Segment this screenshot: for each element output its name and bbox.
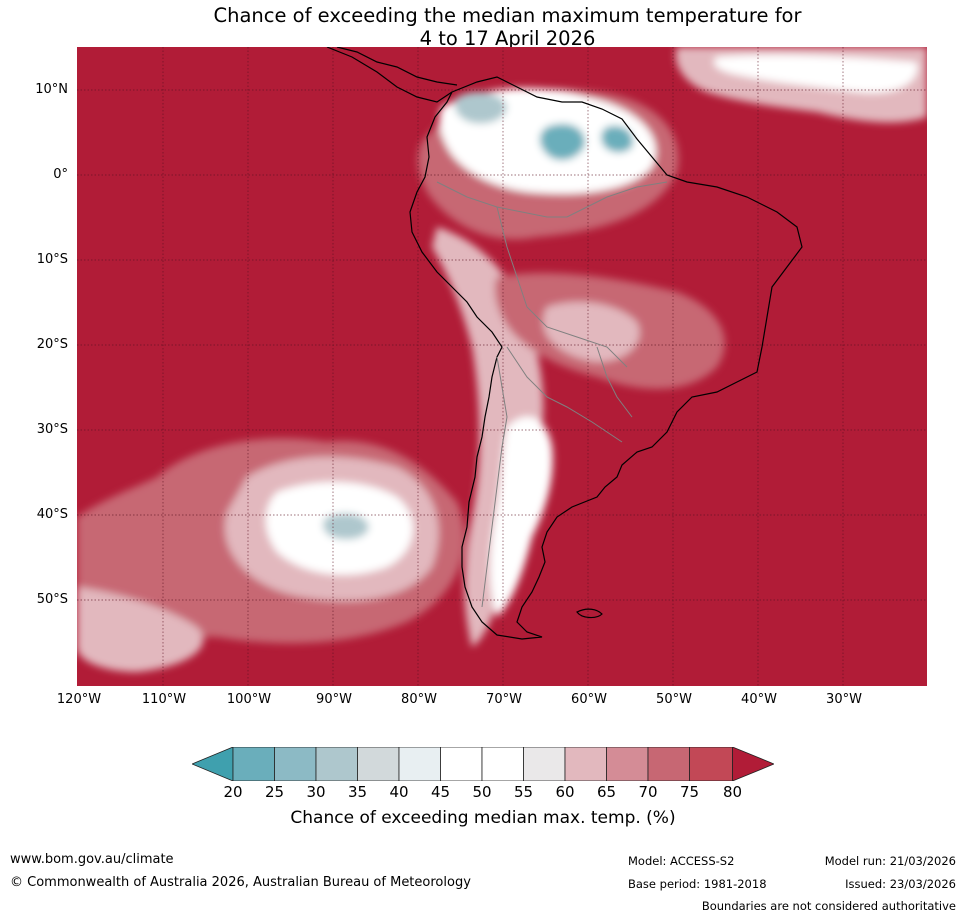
- colorbar: [192, 747, 774, 781]
- lon-label-80w: 80°W: [401, 692, 437, 707]
- falkland-islands: [576, 608, 603, 619]
- colorbar-seg-12: [689, 747, 733, 781]
- colorbar-seg-6: [440, 747, 483, 781]
- lon-label-30w: 30°W: [826, 692, 862, 707]
- colorbar-tick-75: 75: [679, 783, 700, 801]
- lon-label-110w: 110°W: [141, 692, 187, 707]
- title-line-1: Chance of exceeding the median maximum t…: [213, 4, 802, 27]
- colorbar-seg-7: [481, 747, 524, 781]
- colorbar-tick-30: 30: [306, 783, 326, 801]
- field-pacific-35: [322, 513, 369, 540]
- lat-label-10s: 10°S: [36, 252, 68, 267]
- colorbar-seg-10: [606, 747, 649, 781]
- field-guiana2-25: [601, 125, 633, 153]
- colorbar-tick-80: 80: [722, 783, 743, 801]
- lat-label-20s: 20°S: [36, 337, 68, 352]
- field-atlantic-north-50: [713, 54, 918, 93]
- colorbar-seg-8: [523, 747, 566, 781]
- colorbar-seg-13: [732, 747, 774, 781]
- colorbar-tick-45: 45: [430, 783, 451, 801]
- border-4: [481, 356, 508, 608]
- lon-label-120w: 120°W: [56, 692, 102, 707]
- colorbar-tick-40: 40: [389, 783, 409, 801]
- lat-label-40s: 40°S: [36, 507, 68, 522]
- map-title: Chance of exceeding the median maximum t…: [0, 4, 965, 50]
- colorbar-label: Chance of exceeding median max. temp. (%…: [290, 808, 676, 828]
- map-canvas: [77, 47, 927, 686]
- colorbar-seg-5: [398, 747, 441, 781]
- border-5: [596, 346, 633, 418]
- colorbar-tick-70: 70: [638, 783, 658, 801]
- footer-issued: Issued: 23/03/2026: [845, 877, 956, 891]
- coastline-central-america: [326, 47, 458, 103]
- map-panel: [77, 47, 927, 686]
- colorbar-tick-50: 50: [472, 783, 492, 801]
- colorbar-tick-25: 25: [264, 783, 285, 801]
- colorbar-seg-2: [274, 747, 317, 781]
- lon-label-50w: 50°W: [656, 692, 692, 707]
- coastline-south-america: [409, 76, 803, 640]
- footer-model: Model: ACCESS-S2: [628, 854, 735, 868]
- lon-label-70w: 70°W: [486, 692, 522, 707]
- colorbar-seg-4: [357, 747, 400, 781]
- field-andes-50: [490, 416, 553, 617]
- lon-label-40w: 40°W: [741, 692, 777, 707]
- footer-model-run: Model run: 21/03/2026: [824, 854, 956, 868]
- colorbar-seg-3: [315, 747, 358, 781]
- border-2: [496, 206, 628, 368]
- lon-label-100w: 100°W: [226, 692, 272, 707]
- colorbar-seg-11: [647, 747, 690, 781]
- lon-label-60w: 60°W: [571, 692, 607, 707]
- colorbar-tick-20: 20: [223, 783, 243, 801]
- footer-copyright: © Commonwealth of Australia 2026, Austra…: [10, 875, 471, 890]
- colorbar-seg-0: [192, 747, 234, 781]
- lon-label-90w: 90°W: [316, 692, 352, 707]
- colorbar-seg-9: [564, 747, 607, 781]
- lat-label-0: 0°: [53, 167, 68, 182]
- graticule: [77, 47, 927, 686]
- field-southwest-60: [77, 587, 204, 672]
- border-3: [506, 346, 623, 443]
- footer-base-period: Base period: 1981-2018: [628, 877, 767, 891]
- colorbar-tick-65: 65: [596, 783, 617, 801]
- field-north-35: [454, 91, 507, 124]
- colorbar-tick-60: 60: [555, 783, 575, 801]
- lat-label-50s: 50°S: [36, 592, 68, 607]
- field-brazil-60: [543, 302, 640, 362]
- country-borders: [436, 181, 668, 608]
- border-1: [436, 181, 668, 218]
- lat-label-30s: 30°S: [36, 422, 68, 437]
- footer-boundaries-note: Boundaries are not considered authoritat…: [701, 899, 956, 913]
- colorbar-seg-1: [232, 747, 275, 781]
- title-line-2: 4 to 17 April 2026: [419, 27, 596, 50]
- colorbar-tick-35: 35: [347, 783, 368, 801]
- field-guiana-25: [539, 123, 586, 161]
- footer-website[interactable]: www.bom.gov.au/climate: [10, 852, 174, 867]
- lat-label-10n: 10°N: [35, 82, 68, 97]
- probability-field: [77, 47, 927, 672]
- colorbar-tick-55: 55: [513, 783, 534, 801]
